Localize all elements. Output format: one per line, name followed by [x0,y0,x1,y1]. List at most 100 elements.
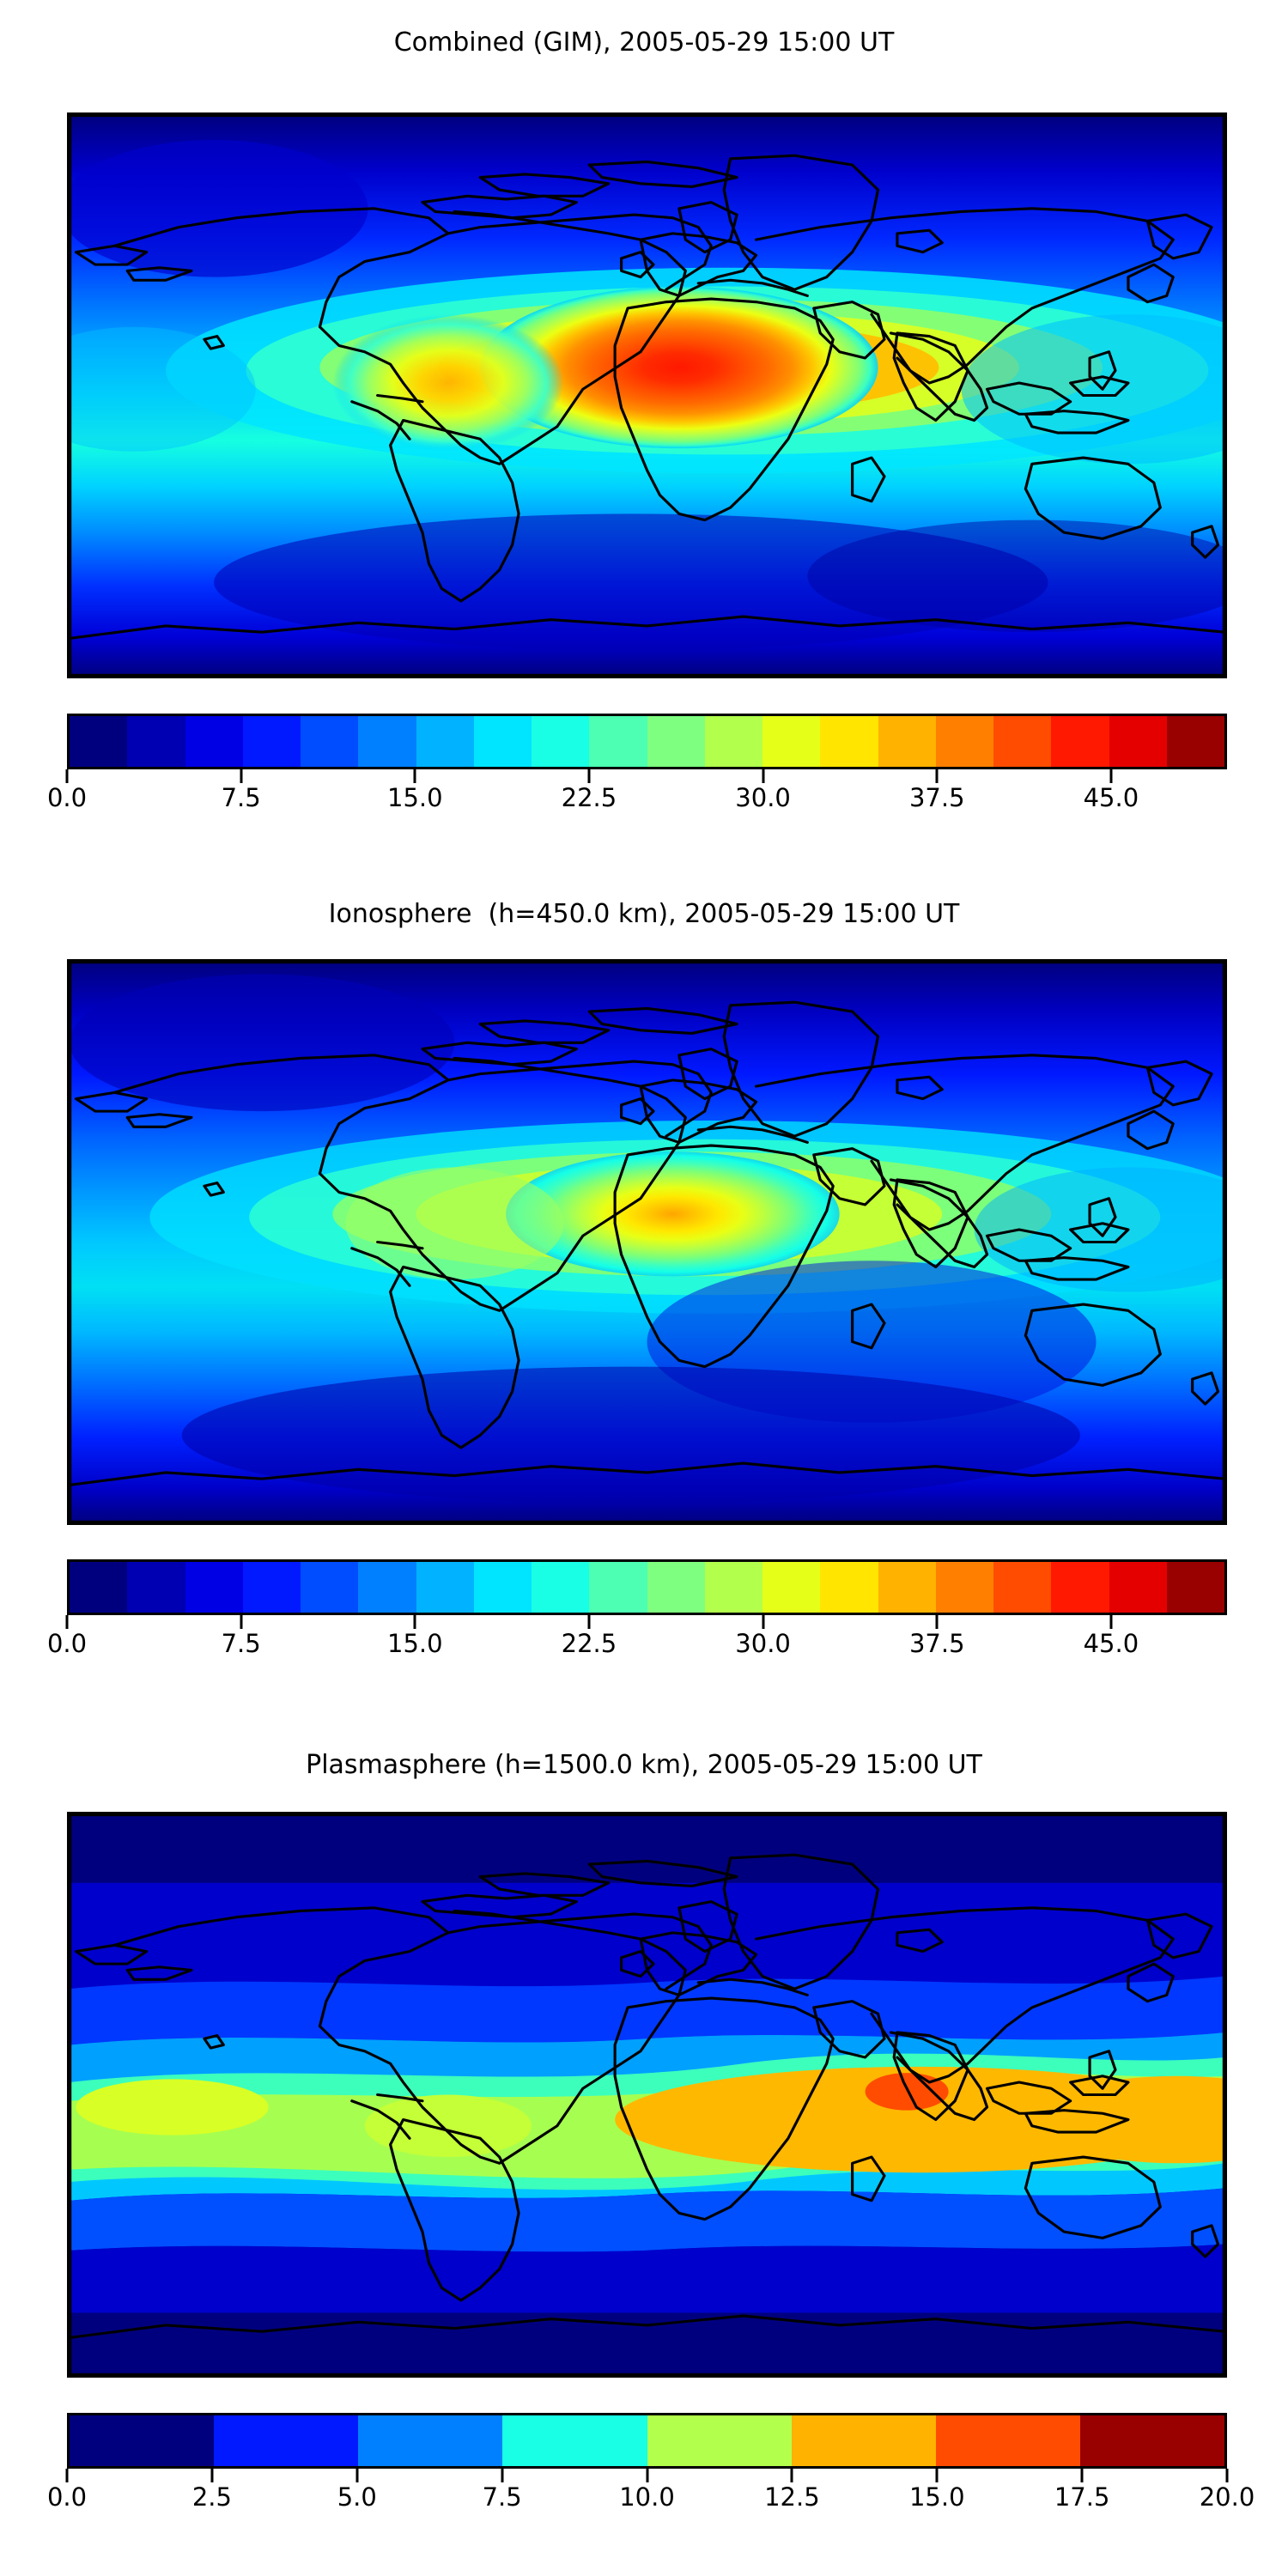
colorbar-band [358,1562,416,1613]
colorbar-tick [762,1615,765,1629]
colorbar-band [704,716,762,767]
colorbar-band [70,1562,128,1613]
colorbar-band [935,1562,993,1613]
colorbar-band [70,2415,215,2466]
colorbar-tick-label: 37.5 [908,783,965,812]
colorbar-plasmasphere: 0.0 2.5 5.0 7.5 10.0 12.5 15.0 17.5 20.0 [47,2413,1255,2517]
map-inner [70,1814,1224,2375]
colorbar-band [1051,1562,1109,1613]
colorbar-tick-label: 0.0 [46,2482,88,2512]
colorbar-tick-label: 7.5 [221,783,261,812]
colorbar-tick-label: 20.0 [1199,2482,1255,2512]
colorbar-tick-label: 15.0 [908,2482,965,2512]
colorbar-band [993,716,1052,767]
colorbar-ticks [65,1615,1227,1629]
colorbar-tick-label: 0.0 [46,1629,88,1658]
colorbar-tick [646,2469,648,2482]
colorbar-band [127,1562,185,1613]
colorbar-tick [762,769,765,783]
colorbar-band [416,716,474,767]
panel-title-combined-gim: Combined (GIM), 2005-05-29 15:00 UT [393,27,895,58]
colorbar-band [242,1562,301,1613]
colorbar-tick [65,2469,69,2482]
colorbar-tick-label: 15.0 [387,1629,443,1658]
colorbar-band [185,1562,243,1613]
colorbar-band [502,2415,647,2466]
colorbar-tick [240,769,243,783]
tec-contour-map-plasmasphere [70,1814,1224,2375]
colorbar-band [301,1562,359,1613]
colorbar-band [820,1562,878,1613]
colorbar-tick [935,769,939,783]
colorbar-tick-label: 15.0 [387,783,443,812]
colorbar-band [1166,716,1224,767]
colorbar-tick [413,769,416,783]
colorbar-tick [413,1615,416,1629]
colorbar-tick-label: 12.5 [764,2482,820,2512]
colorbar-tick [587,1615,591,1629]
colorbar-ionosphere: 0.0 7.5 15.0 22.5 30.0 37.5 45.0 [47,1559,1227,1663]
panel-combined-gim: Combined (GIM), 2005-05-29 15:00 UT [0,0,1288,859]
colorbar-band [214,2415,359,2466]
colorbar-tick-label: 2.5 [191,2482,232,2512]
colorbar-band [762,1562,821,1613]
panel-ionosphere: Ionosphere (h=450.0 km), 2005-05-29 15:0… [0,859,1288,1717]
colorbar-tick-labels: 0.0 7.5 15.0 22.5 30.0 37.5 45.0 [47,783,1227,817]
colorbar-tick [1109,769,1113,783]
coastlines [70,1000,1224,1487]
colorbar-band [242,716,301,767]
colorbar-band [301,716,359,767]
colorbar-band [358,716,416,767]
colorbar-gradient [67,2413,1227,2469]
panel-plasmasphere: Plasmasphere (h=1500.0 km), 2005-05-29 1… [0,1717,1288,2576]
map-inner [70,115,1224,676]
colorbar-band [589,1562,647,1613]
tec-contour-map-ionosphere [70,962,1224,1522]
colorbar-ticks [65,769,1227,783]
colorbar-band [358,2415,503,2466]
colorbar-tick [65,1615,69,1629]
colorbar-band [532,716,590,767]
colorbar-band [473,716,532,767]
colorbar-tick [1080,2469,1084,2482]
colorbar-tick-label: 45.0 [1083,1629,1139,1658]
colorbar-tick [587,769,591,783]
colorbar-tick-label: 10.0 [619,2482,675,2512]
colorbar-tick-label: 30.0 [735,1629,791,1658]
colorbar-band [647,2415,792,2466]
colorbar-gradient [67,1559,1227,1615]
colorbar-band [647,716,705,767]
colorbar-band [1079,2415,1224,2466]
coastlines [70,154,1224,641]
colorbar-ticks [65,2469,1229,2482]
panel-title-plasmasphere: Plasmasphere (h=1500.0 km), 2005-05-29 1… [306,1750,982,1780]
colorbar-tick [210,2469,214,2482]
colorbar-tick-label: 7.5 [221,1629,261,1658]
colorbar-tick [1109,1615,1113,1629]
colorbar-tick-label: 30.0 [735,783,791,812]
colorbar-tick-label: 45.0 [1083,783,1139,812]
colorbar-tick [790,2469,793,2482]
colorbar-band [820,716,878,767]
colorbar-tick [501,2469,504,2482]
colorbar-combined-gim: 0.0 7.5 15.0 22.5 30.0 37.5 45.0 [47,714,1227,817]
colorbar-tick-label: 37.5 [908,1629,965,1658]
colorbar-gradient [67,714,1227,769]
colorbar-tick [935,1615,939,1629]
colorbar-tick-label: 7.5 [482,2482,522,2512]
colorbar-band [704,1562,762,1613]
panel-title-ionosphere: Ionosphere (h=450.0 km), 2005-05-29 15:0… [328,899,960,929]
colorbar-tick-labels: 0.0 7.5 15.0 22.5 30.0 37.5 45.0 [47,1629,1227,1663]
colorbar-band [993,1562,1052,1613]
colorbar-tick-label: 22.5 [561,1629,617,1658]
colorbar-tick [935,2469,939,2482]
coastlines [70,1853,1224,2340]
colorbar-band [762,716,821,767]
colorbar-band [1051,716,1109,767]
colorbar-tick [355,2469,359,2482]
colorbar-band [791,2415,936,2466]
colorbar-band [935,2415,1080,2466]
map-plasmasphere [67,1812,1227,2378]
colorbar-tick-label: 5.0 [337,2482,377,2512]
